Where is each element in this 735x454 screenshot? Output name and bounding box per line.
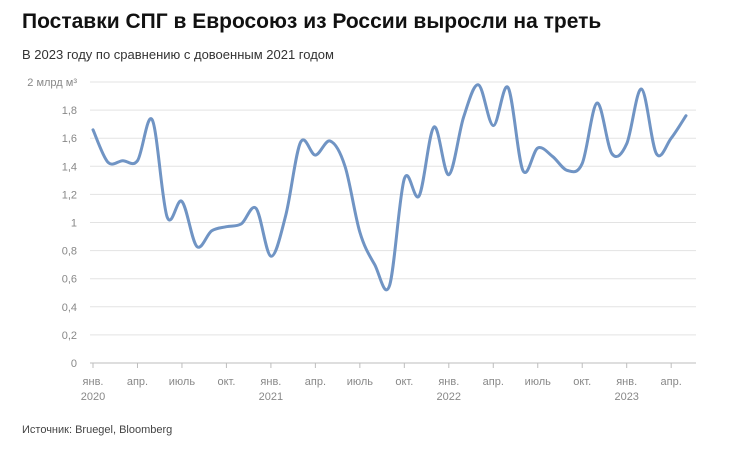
- y-tick-label: 0: [71, 358, 77, 370]
- y-tick-label: 1,4: [62, 161, 77, 173]
- x-tick-year-label: 2021: [259, 391, 283, 403]
- y-tick-label: 0,8: [62, 246, 77, 258]
- x-tick-label: апр.: [305, 376, 326, 388]
- x-tick-label: янв.: [83, 376, 104, 388]
- y-tick-label: 1,2: [62, 189, 77, 201]
- y-tick-label: 2 млрд м³: [27, 77, 77, 89]
- y-tick-label: 1: [71, 218, 77, 230]
- x-tick-label: янв.: [438, 376, 459, 388]
- x-tick-label: окт.: [573, 376, 591, 388]
- x-tick-label: июль: [525, 376, 552, 388]
- chart-subtitle: В 2023 году по сравнению с довоенным 202…: [22, 47, 334, 62]
- x-tick-label: июль: [169, 376, 196, 388]
- x-tick-year-label: 2020: [81, 391, 105, 403]
- x-tick-year-label: 2022: [437, 391, 461, 403]
- y-tick-label: 1,6: [62, 133, 77, 145]
- source-note: Источник: Bruegel, Bloomberg: [22, 424, 173, 436]
- x-tick-label: янв.: [260, 376, 281, 388]
- y-tick-label: 0,6: [62, 274, 77, 286]
- x-tick-label: апр.: [661, 376, 682, 388]
- x-axis: янв. 2020 апр. июль окт. янв. 2021 апр. июль окт.…: [81, 363, 682, 403]
- x-tick-year-label: 2023: [614, 391, 638, 403]
- y-tick-label: 0,2: [62, 330, 77, 342]
- y-axis: 0 0,2 0,4 0,6 0,8 1 1,2 1,4 1,6 1,8 2 млрд м³: [27, 77, 77, 370]
- y-tick-label: 0,4: [62, 302, 77, 314]
- y-tick-label: 1,8: [62, 105, 77, 117]
- chart-title: Поставки СПГ в Евросоюз из России выросл…: [22, 10, 602, 33]
- x-tick-label: апр.: [127, 376, 148, 388]
- x-tick-label: окт.: [217, 376, 235, 388]
- grid-layer: [90, 81, 696, 364]
- x-tick-label: июль: [347, 376, 374, 388]
- x-tick-label: апр.: [483, 376, 504, 388]
- series-layer: [91, 83, 688, 292]
- x-tick-label: окт.: [395, 376, 413, 388]
- x-tick-label: янв.: [616, 376, 637, 388]
- series-line: [91, 83, 688, 292]
